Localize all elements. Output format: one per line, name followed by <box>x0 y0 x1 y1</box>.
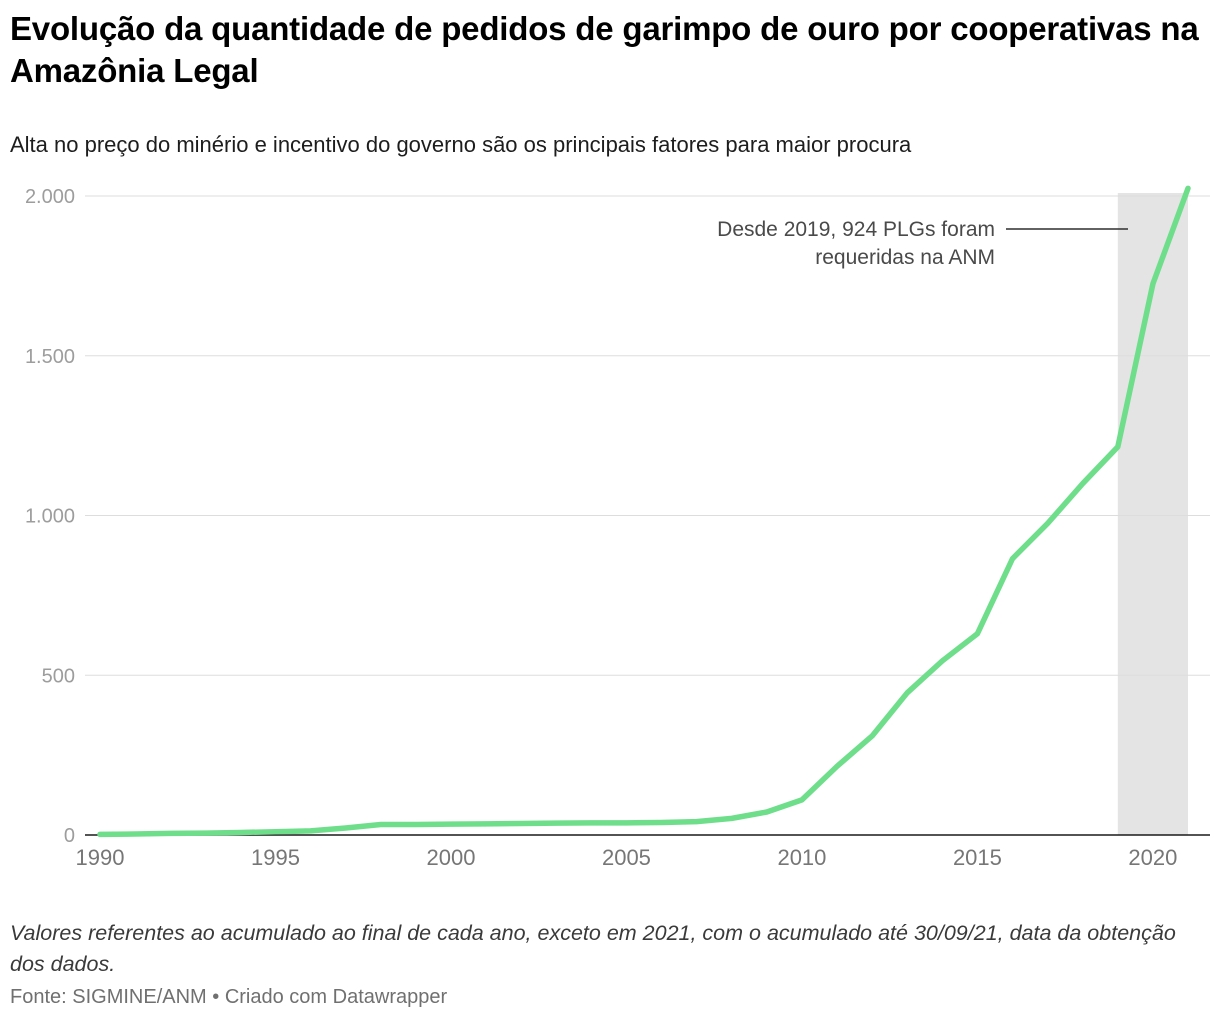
chart-subtitle: Alta no preço do minério e incentivo do … <box>10 132 912 157</box>
y-tick-label: 0 <box>64 825 75 847</box>
page-title: Evolução da quantidade de pedidos de gar… <box>10 10 1199 90</box>
chart-annotation: Desde 2019, 924 PLGs foram requeridas na… <box>717 216 995 272</box>
footnote: Valores referentes ao acumulado ao final… <box>10 921 1176 976</box>
data-line <box>97 185 1191 838</box>
y-tick-label: 2.000 <box>25 186 75 208</box>
y-tick-label: 1.000 <box>25 506 75 528</box>
x-tick-label: 1990 <box>76 845 125 870</box>
annotation-line-2: requeridas na ANM <box>815 246 995 269</box>
x-tick-label: 2020 <box>1128 845 1177 870</box>
x-tick-label: 2005 <box>602 845 651 870</box>
annotation-line-1: Desde 2019, 924 PLGs foram <box>717 218 995 241</box>
x-tick-label: 2000 <box>426 845 475 870</box>
y-tick-label: 500 <box>42 665 75 687</box>
highlight-band <box>1117 193 1188 835</box>
x-tick-label: 1995 <box>251 845 300 870</box>
x-tick-label: 2015 <box>953 845 1002 870</box>
line-chart: 0 500 1.000 1.500 2.000 1990 1995 2000 2005 2010 2… <box>25 185 1210 870</box>
x-tick-label: 2010 <box>777 845 826 870</box>
source-line: Fonte: SIGMINE/ANM • Criado com Datawrap… <box>10 986 448 1008</box>
y-tick-label: 1.500 <box>25 346 75 368</box>
